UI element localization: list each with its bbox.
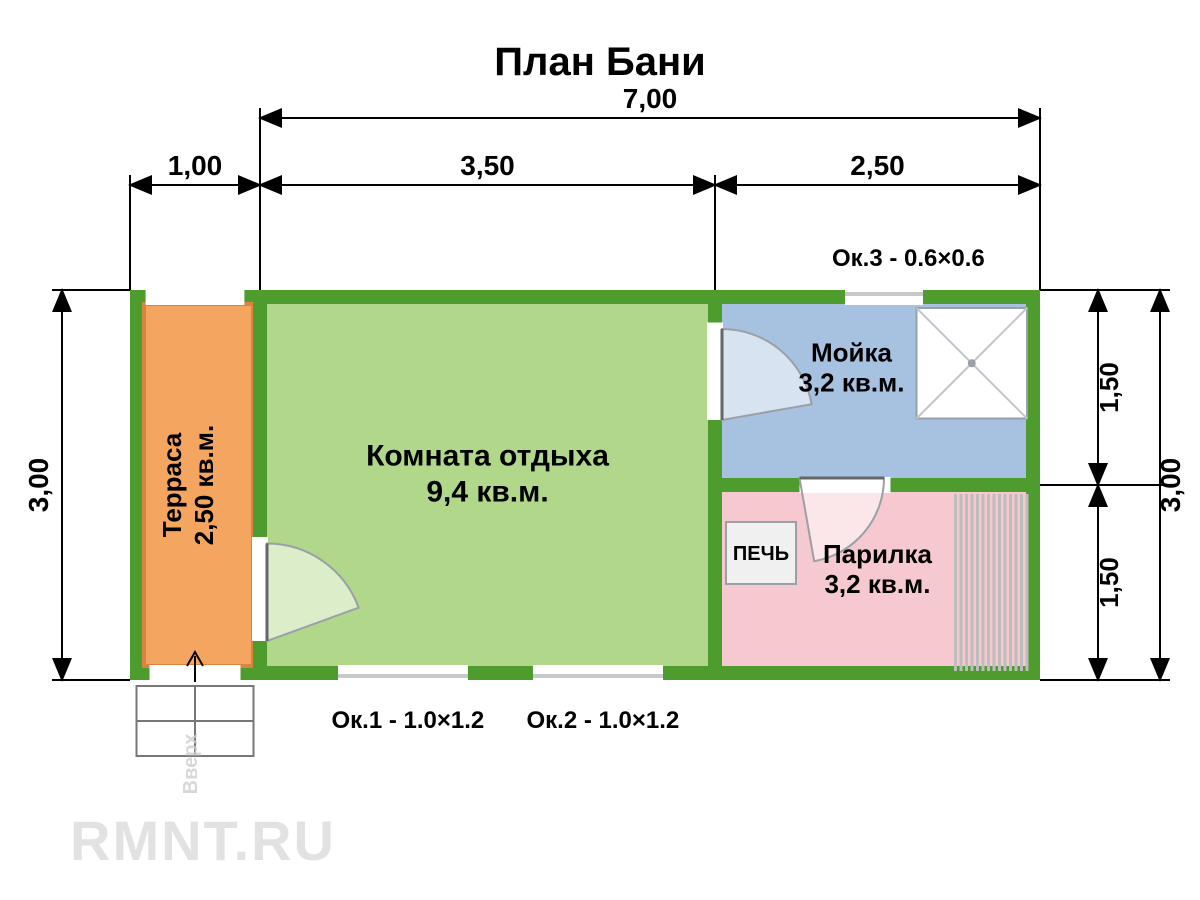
terrace-name: Терраса — [157, 432, 187, 537]
watermark: RMNT.RU — [70, 809, 336, 872]
stairs-label: Вверх — [180, 734, 202, 795]
lounge-name: Комната отдыха — [366, 440, 609, 473]
dim-top-overall-label: 7,00 — [623, 83, 678, 114]
stove-label: ПЕЧЬ — [733, 543, 789, 565]
dim-left-overall-label: 3,00 — [23, 458, 54, 513]
steam-name: Парилка — [823, 539, 933, 569]
lounge-area: 9,4 кв.м. — [426, 476, 548, 509]
dim-right-seg-0-label: 1,50 — [1094, 362, 1124, 413]
terrace-area: 2,50 кв.м. — [189, 425, 219, 546]
window-note-2: Ок.2 - 1.0×1.2 — [527, 707, 680, 734]
dim-top-seg-0-label: 1,00 — [168, 150, 223, 181]
steam-area: 3,2 кв.м. — [824, 569, 930, 599]
plan-title: План Бани — [494, 40, 705, 84]
wash-name: Мойка — [811, 338, 893, 368]
floor-plan: План Бани7,001,003,502,503,003,001,501,5… — [0, 0, 1200, 900]
wash-area: 3,2 кв.м. — [798, 368, 904, 398]
window-note-3: Ок.3 - 0.6×0.6 — [832, 245, 985, 272]
dim-top-seg-2-label: 2,50 — [850, 150, 905, 181]
dim-right-seg-1-label: 1,50 — [1094, 557, 1124, 608]
dim-top-seg-1-label: 3,50 — [460, 150, 515, 181]
window-note-1: Ок.1 - 1.0×1.2 — [332, 707, 485, 734]
